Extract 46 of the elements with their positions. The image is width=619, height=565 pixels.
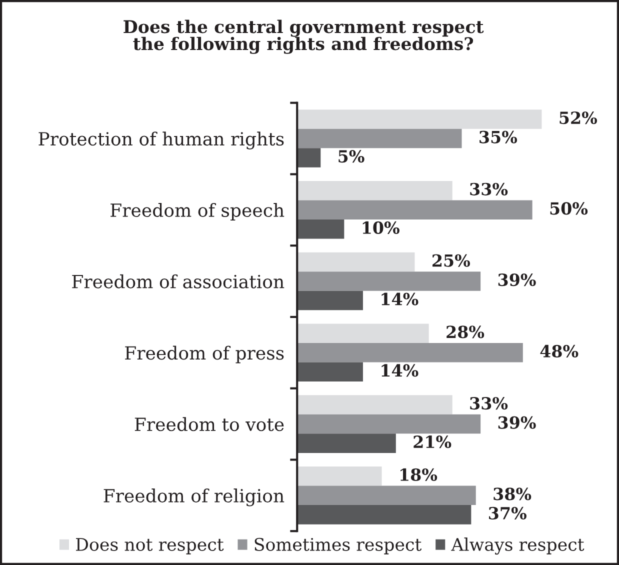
data-label: 14% bbox=[382, 364, 418, 377]
bar bbox=[297, 434, 396, 453]
bar bbox=[297, 414, 481, 434]
data-label: 28% bbox=[446, 326, 484, 338]
data-label: 37% bbox=[488, 506, 526, 520]
legend-label: Does not respect bbox=[76, 538, 224, 554]
bar bbox=[297, 505, 472, 524]
data-label: 48% bbox=[540, 344, 578, 358]
data-label: 5% bbox=[338, 150, 364, 163]
bar bbox=[297, 148, 321, 168]
bar bbox=[297, 324, 429, 344]
y-tick-label: Freedom of press bbox=[125, 346, 284, 364]
bar bbox=[297, 362, 363, 382]
y-tick-label: Protection of human rights bbox=[38, 132, 284, 150]
bar bbox=[297, 343, 523, 362]
bar bbox=[297, 272, 481, 291]
y-tick-label: Freedom of religion bbox=[104, 488, 284, 506]
chart-title: Does the central government respect the following rights and freedoms? bbox=[124, 20, 484, 54]
bar bbox=[297, 466, 382, 486]
bar bbox=[297, 395, 452, 414]
bar bbox=[297, 180, 452, 200]
data-label: 33% bbox=[470, 396, 508, 410]
data-label: 52% bbox=[560, 111, 598, 124]
data-label: 39% bbox=[498, 416, 536, 429]
data-label: 14% bbox=[382, 292, 418, 306]
bar bbox=[297, 220, 344, 239]
data-label: 21% bbox=[414, 436, 452, 448]
y-tick-label: Freedom of speech bbox=[110, 203, 284, 221]
bar bbox=[297, 110, 542, 129]
y-tick-label: Freedom of association bbox=[72, 274, 284, 288]
data-label: 38% bbox=[494, 488, 532, 500]
bar bbox=[297, 486, 476, 506]
data-label: 50% bbox=[550, 202, 588, 215]
bar bbox=[297, 200, 532, 220]
data-label: 39% bbox=[498, 274, 536, 286]
data-label: 25% bbox=[432, 254, 470, 267]
data-label: 18% bbox=[400, 468, 438, 481]
bar bbox=[297, 252, 415, 272]
bar bbox=[297, 128, 462, 148]
bar bbox=[297, 290, 363, 310]
data-label: 33% bbox=[470, 182, 508, 196]
legend-label: Sometimes respect bbox=[254, 538, 422, 554]
legend-label: Always respect bbox=[451, 538, 584, 555]
data-label: 35% bbox=[480, 130, 518, 144]
y-tick-label: Freedom to vote bbox=[134, 417, 284, 432]
data-label: 10% bbox=[362, 221, 400, 234]
